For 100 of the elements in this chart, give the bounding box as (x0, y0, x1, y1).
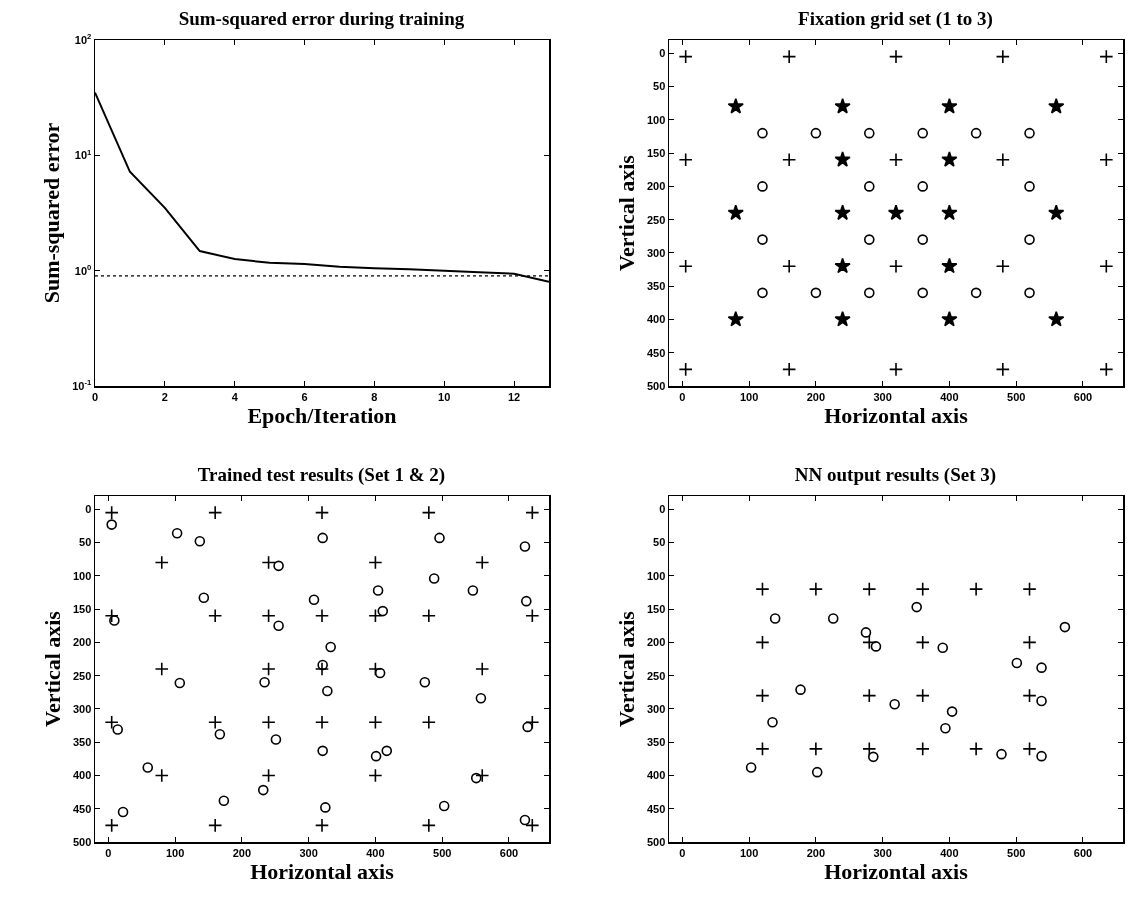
y-tick-label: 450 (72, 802, 92, 815)
point (475, 555, 490, 570)
point (154, 555, 169, 570)
point (117, 806, 129, 818)
point (755, 582, 770, 597)
point (827, 613, 839, 624)
point (915, 635, 930, 650)
point (745, 762, 757, 773)
point (915, 741, 930, 756)
point (368, 608, 383, 623)
point (834, 204, 851, 221)
point (525, 608, 540, 623)
point (519, 541, 531, 552)
point (755, 688, 770, 703)
y-axis-title: Sum-squared error (39, 122, 65, 304)
x-tick-label: 600 (499, 846, 519, 859)
point (946, 706, 958, 717)
point (261, 608, 276, 623)
point (727, 98, 744, 114)
point (322, 685, 333, 697)
point (368, 715, 383, 730)
point (368, 768, 383, 783)
point (112, 724, 123, 735)
x-tick-label: 200 (806, 846, 826, 859)
point (863, 287, 875, 299)
point (475, 768, 490, 783)
y-tick-label: 200 (72, 636, 92, 649)
y-tick-label: 500 (72, 835, 92, 848)
y-tick-label: 200 (646, 636, 666, 649)
point (941, 204, 958, 221)
point (769, 613, 781, 624)
point (917, 287, 929, 299)
y-axis-title: Vertical axis (613, 610, 639, 727)
x-axis-title: Epoch/Iteration (247, 403, 397, 429)
point (372, 585, 384, 596)
point (314, 505, 330, 520)
y-tick-label: 250 (646, 669, 666, 682)
x-tick-label: 6 (301, 390, 308, 403)
point (314, 661, 330, 677)
chart-title: Trained test results (Set 1 & 2) (197, 463, 446, 486)
point (1036, 695, 1047, 707)
point (795, 684, 806, 695)
point (208, 608, 223, 623)
y-tick-label: 250 (72, 669, 92, 682)
point (995, 49, 1010, 64)
point (834, 310, 851, 327)
x-axis-title: Horizontal axis (824, 859, 969, 885)
x-tick-label: 2 (161, 390, 168, 403)
point (1099, 49, 1114, 64)
x-tick-label: 100 (739, 390, 759, 403)
y-tick-label: 200 (646, 180, 666, 193)
chart-title: Fixation grid set (1 to 3) (798, 7, 993, 30)
point (970, 127, 982, 139)
y-tick-label: 500 (646, 379, 666, 392)
y-tick-label: 400 (72, 769, 92, 782)
point (782, 152, 797, 167)
point (915, 582, 930, 597)
point (917, 234, 929, 245)
point (104, 505, 119, 520)
point (261, 768, 276, 783)
point (767, 716, 778, 728)
point (154, 768, 169, 783)
y-tick-label: 350 (72, 736, 92, 749)
x-tick-label: 600 (1073, 390, 1093, 403)
x-tick-label: 300 (873, 390, 892, 403)
point (314, 608, 330, 623)
chart-title: Sum-squared error during training (178, 7, 465, 29)
point (757, 234, 768, 245)
x-tick-label: 600 (1073, 846, 1093, 859)
y-tick-label: 10$^{-1}$ (72, 378, 93, 392)
point (194, 535, 206, 547)
y-tick-label: 400 (646, 313, 666, 326)
x-tick-label: 4 (231, 390, 239, 403)
point (438, 800, 450, 812)
point (969, 582, 984, 597)
y-tick-label: 10$^{1}$ (74, 147, 93, 162)
point (1022, 741, 1037, 756)
point (941, 310, 958, 327)
point (1024, 127, 1035, 139)
point (970, 287, 982, 299)
x-tick-label: 0 (105, 846, 112, 859)
x-tick-label: 0 (679, 846, 686, 859)
point (995, 259, 1010, 274)
point (1099, 259, 1114, 274)
point (727, 310, 744, 327)
point (154, 661, 169, 677)
point (261, 715, 276, 730)
y-tick-label: 400 (646, 769, 666, 782)
point (678, 362, 693, 377)
x-tick-label: 0 (679, 390, 686, 403)
point (261, 661, 276, 677)
point (106, 519, 117, 530)
y-tick-label: 300 (72, 702, 92, 715)
point (995, 362, 1010, 377)
point (941, 151, 958, 167)
point (1048, 204, 1065, 221)
point (308, 594, 320, 606)
point (104, 818, 119, 833)
point (917, 181, 929, 192)
x-tick-label: 400 (940, 846, 959, 859)
